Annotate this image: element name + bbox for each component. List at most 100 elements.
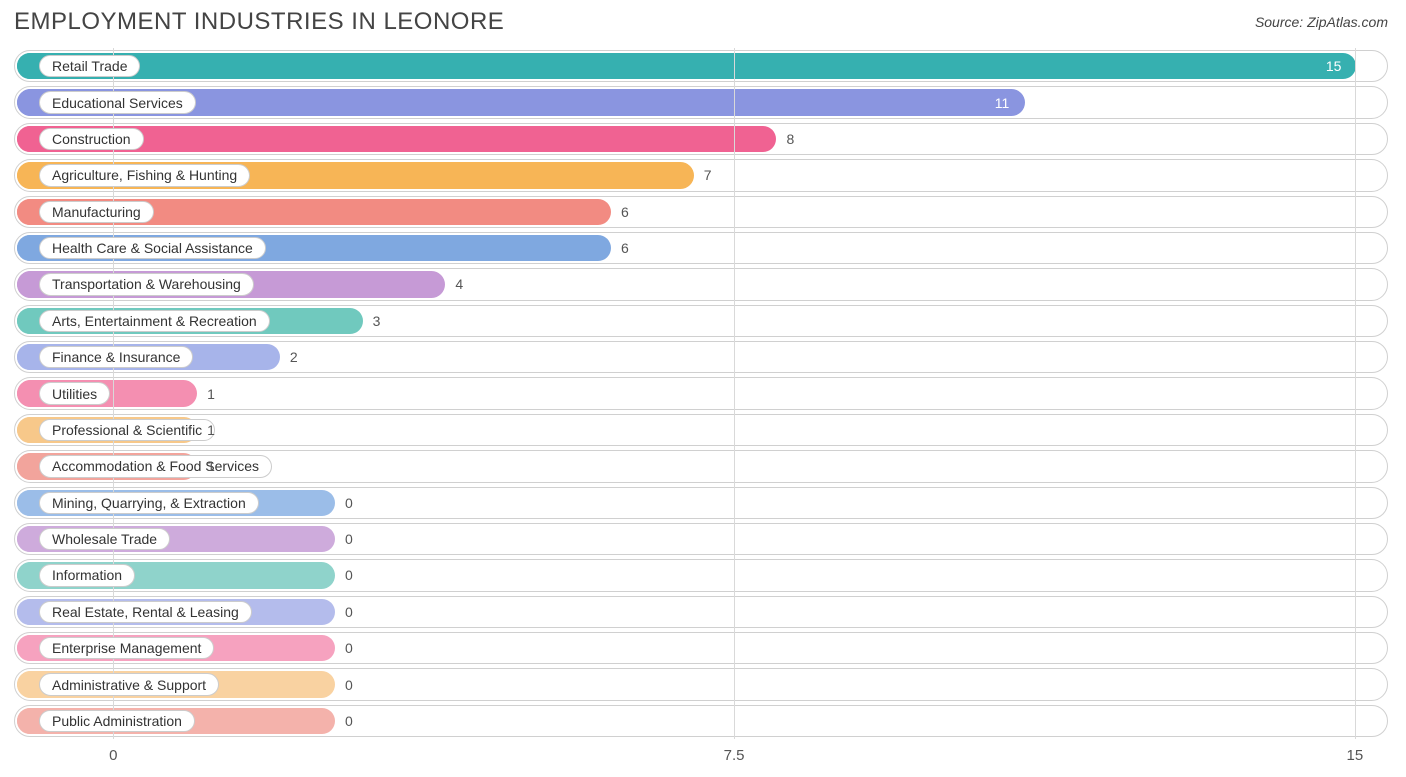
bar-row: Real Estate, Rental & Leasing 0 (14, 594, 1388, 630)
bar-track: Manufacturing6 (14, 196, 1388, 228)
bar-label-pill: Arts, Entertainment & Recreation (39, 310, 270, 332)
bar-label-pill: Health Care & Social Assistance (39, 237, 266, 259)
bar-cap (17, 635, 39, 661)
bar-cap (17, 53, 39, 79)
bar-cap (17, 235, 39, 261)
bar-label: Retail Trade (52, 58, 127, 74)
bar-track: Real Estate, Rental & Leasing 0 (14, 596, 1388, 628)
bar-cap (17, 671, 39, 697)
bar-row: Manufacturing6 (14, 194, 1388, 230)
bar-fill (17, 53, 1356, 79)
bar-value: 0 (341, 488, 357, 518)
bar-row: Professional & Scientific1 (14, 412, 1388, 448)
bar-track: Utilities1 (14, 377, 1388, 409)
bar-cap (17, 344, 39, 370)
bar-label: Health Care & Social Assistance (52, 240, 253, 256)
bar-cap (17, 199, 39, 225)
bar-track: Public Administration 0 (14, 705, 1388, 737)
x-axis: 07.515 (14, 747, 1388, 767)
bar-label: Finance & Insurance (52, 349, 180, 365)
bar-value: 15 (1322, 51, 1346, 81)
bar-cap (17, 89, 39, 115)
bar-track: Arts, Entertainment & Recreation3 (14, 305, 1388, 337)
bar-row: Public Administration 0 (14, 703, 1388, 739)
bar-label: Arts, Entertainment & Recreation (52, 313, 257, 329)
bar-track: Accommodation & Food Services1 (14, 450, 1388, 482)
bar-value: 8 (782, 124, 798, 154)
bar-label-pill: Real Estate, Rental & Leasing (39, 601, 252, 623)
bar-label: Public Administration (52, 713, 182, 729)
bar-row: Administrative & Support0 (14, 666, 1388, 702)
bar-track: Enterprise Management 0 (14, 632, 1388, 664)
bar-cap (17, 562, 39, 588)
bar-cap (17, 599, 39, 625)
bar-cap (17, 490, 39, 516)
bar-label-pill: Information (39, 564, 135, 586)
bar-value: 0 (341, 669, 357, 699)
bar-cap (17, 271, 39, 297)
bar-value: 0 (341, 560, 357, 590)
bar-value: 0 (341, 597, 357, 627)
bar-value: 2 (286, 342, 302, 372)
bar-row: Construction 8 (14, 121, 1388, 157)
bar-label: Construction (52, 131, 131, 147)
bar-label: Real Estate, Rental & Leasing (52, 604, 239, 620)
bar-track: Finance & Insurance 2 (14, 341, 1388, 373)
bar-cap (17, 126, 39, 152)
bar-label: Educational Services (52, 95, 183, 111)
bar-track: Retail Trade 15 (14, 50, 1388, 82)
bar-row: Transportation & Warehousing 4 (14, 266, 1388, 302)
bar-value: 4 (451, 269, 467, 299)
bar-cap (17, 526, 39, 552)
bar-track: Professional & Scientific1 (14, 414, 1388, 446)
bar-track: Wholesale Trade 0 (14, 523, 1388, 555)
bar-label-pill: Agriculture, Fishing & Hunting (39, 164, 250, 186)
bar-value: 6 (617, 233, 633, 263)
bar-label-pill: Finance & Insurance (39, 346, 193, 368)
bar-track: Educational Services11 (14, 86, 1388, 118)
bar-track: Mining, Quarrying, & Extraction 0 (14, 487, 1388, 519)
bar-cap (17, 308, 39, 334)
axis-tick: 0 (109, 747, 117, 764)
bar-label-pill: Enterprise Management (39, 637, 214, 659)
source-value: ZipAtlas.com (1307, 14, 1388, 30)
bar-row: Information 0 (14, 557, 1388, 593)
chart-container: EMPLOYMENT INDUSTRIES IN LEONORE Source:… (0, 0, 1406, 777)
bar-label-pill: Transportation & Warehousing (39, 273, 254, 295)
bar-track: Agriculture, Fishing & Hunting7 (14, 159, 1388, 191)
bar-label-pill: Educational Services (39, 91, 196, 113)
grid-line (113, 48, 114, 739)
source-label: Source: (1255, 14, 1303, 30)
bar-label: Enterprise Management (52, 640, 201, 656)
bar-label-pill: Professional & Scientific (39, 419, 215, 441)
bar-cap (17, 453, 39, 479)
bar-track: Health Care & Social Assistance 6 (14, 232, 1388, 264)
bar-value: 0 (341, 524, 357, 554)
bar-row: Enterprise Management 0 (14, 630, 1388, 666)
bar-row: Arts, Entertainment & Recreation3 (14, 303, 1388, 339)
bar-label: Transportation & Warehousing (52, 276, 241, 292)
bar-cap (17, 162, 39, 188)
bar-label-pill: Mining, Quarrying, & Extraction (39, 492, 259, 514)
bar-label: Wholesale Trade (52, 531, 157, 547)
bar-label-pill: Utilities (39, 382, 110, 404)
bar-label: Agriculture, Fishing & Hunting (52, 167, 237, 183)
bar-track: Administrative & Support0 (14, 668, 1388, 700)
grid-line (734, 48, 735, 739)
bar-row: Utilities1 (14, 375, 1388, 411)
bar-value: 0 (341, 706, 357, 736)
chart-source: Source: ZipAtlas.com (1255, 14, 1388, 30)
chart-title: EMPLOYMENT INDUSTRIES IN LEONORE (14, 8, 504, 36)
bar-value: 0 (341, 633, 357, 663)
bar-rows: Retail Trade15Educational Services11Cons… (14, 48, 1388, 739)
bar-row: Retail Trade 15 (14, 48, 1388, 84)
bar-row: Educational Services11 (14, 84, 1388, 120)
grid-line (1355, 48, 1356, 739)
bar-label: Mining, Quarrying, & Extraction (52, 495, 246, 511)
bar-row: Finance & Insurance 2 (14, 339, 1388, 375)
bar-label-pill: Retail Trade (39, 55, 140, 77)
bar-label-pill: Accommodation & Food Services (39, 455, 272, 477)
bar-label: Manufacturing (52, 204, 141, 220)
bar-label: Accommodation & Food Services (52, 458, 259, 474)
bar-label-pill: Public Administration (39, 710, 195, 732)
